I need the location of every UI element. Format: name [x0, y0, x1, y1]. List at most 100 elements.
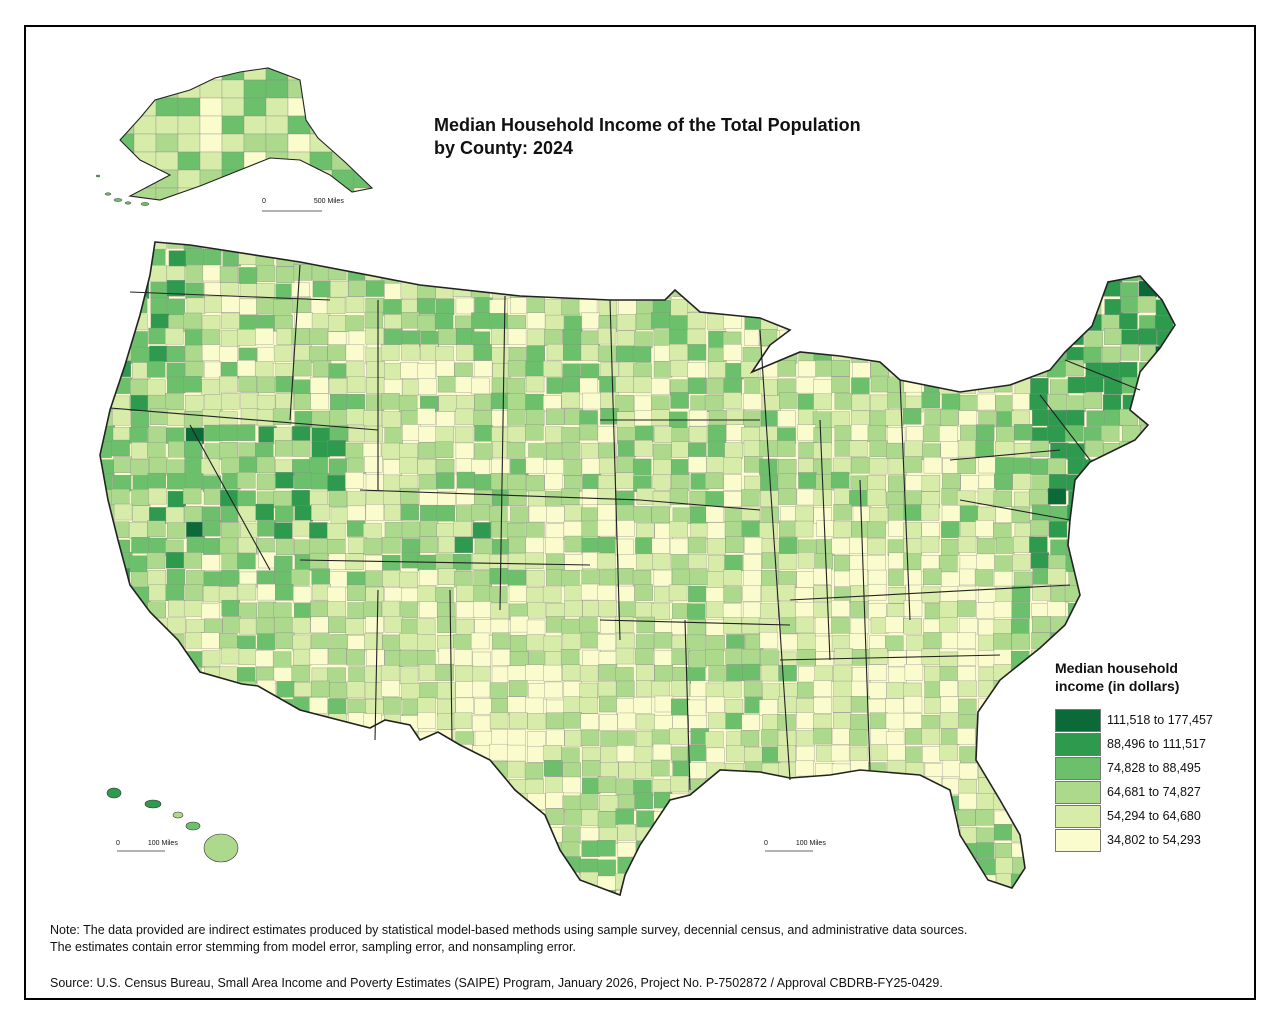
county-cell: [239, 314, 258, 332]
county-cell: [381, 442, 401, 460]
county-cell: [743, 570, 762, 587]
county-cell: [1048, 521, 1068, 538]
county-cell: [490, 842, 510, 859]
county-cell: [995, 699, 1015, 716]
county-cell: [905, 280, 924, 297]
county-cell: [238, 762, 257, 779]
county-cell: [398, 395, 418, 413]
county-cell: [904, 346, 924, 364]
county-cell: [291, 617, 311, 634]
county-cell: [366, 841, 385, 858]
county-cell: [129, 522, 148, 539]
county-cell: [743, 554, 762, 571]
county-cell: [148, 776, 167, 794]
county-cell: [202, 519, 221, 537]
county-cell: [868, 299, 887, 316]
county-cell: [166, 664, 185, 682]
county-cell: [202, 872, 221, 889]
county-cell: [941, 890, 961, 895]
county-cell: [923, 795, 942, 813]
county-cell: [309, 697, 328, 714]
county-cell: [795, 587, 814, 604]
county-cell: [778, 889, 798, 895]
county-cell: [1048, 330, 1068, 347]
county-cell: [777, 745, 796, 762]
county-cell: [742, 585, 762, 602]
county-cell: [525, 280, 544, 297]
county-cell: [1121, 586, 1141, 603]
county-cell: [744, 761, 764, 778]
county-cell: [219, 442, 238, 459]
county-cell: [777, 859, 796, 876]
county-cell: [993, 633, 1012, 650]
state-boundaries: [109, 264, 1141, 791]
county-cell: [796, 811, 815, 828]
county-cell: [960, 424, 979, 442]
county-cell: [707, 827, 726, 844]
county-cell: [525, 840, 545, 857]
county-cell: [100, 242, 114, 251]
county-cell: [995, 857, 1014, 874]
county-cell: [417, 697, 436, 715]
county-cell: [401, 312, 420, 329]
county-cell: [869, 457, 888, 475]
county-cell: [958, 698, 977, 716]
county-cell: [1050, 313, 1069, 331]
county-cell: [777, 473, 797, 490]
county-cell: [203, 792, 222, 810]
county-cell: [165, 506, 185, 524]
county-cell: [507, 808, 526, 825]
county-cell: [185, 248, 204, 265]
county-cell: [364, 666, 383, 683]
legend-title-line-2: income (in dollars): [1055, 678, 1180, 694]
county-cell: [670, 299, 690, 316]
county-cell: [311, 793, 330, 810]
county-cell: [384, 840, 403, 857]
legend-swatch: [1055, 804, 1101, 828]
county-cell: [1137, 471, 1156, 489]
county-cell: [1065, 359, 1084, 377]
county-cell: [1122, 458, 1141, 476]
county-cell: [454, 888, 473, 895]
county-cell: [670, 392, 689, 409]
county-cell: [923, 456, 943, 474]
borough-cell: [155, 79, 179, 99]
county-cell: [597, 584, 616, 602]
county-cell: [887, 242, 906, 249]
county-cell: [1084, 440, 1104, 457]
county-cell: [186, 840, 205, 857]
county-cell: [455, 584, 475, 602]
county-cell: [167, 711, 187, 729]
county-cell: [420, 505, 439, 522]
county-cell: [150, 297, 170, 314]
county-cell: [816, 297, 836, 314]
county-cell: [725, 249, 744, 266]
county-cell: [1176, 617, 1194, 633]
map-title: Median Household Income of the Total Pop…: [434, 114, 861, 160]
county-cell: [309, 456, 328, 474]
county-cell: [256, 473, 276, 491]
county-cell: [758, 329, 778, 346]
county-cell: [148, 327, 167, 345]
county-cell: [255, 503, 274, 521]
county-cell: [813, 795, 832, 813]
county-cell: [276, 823, 295, 841]
county-cell: [1101, 456, 1120, 473]
county-cell: [364, 825, 383, 843]
county-cell: [346, 394, 365, 411]
county-cell: [851, 874, 871, 891]
county-cell: [743, 242, 762, 252]
county-cell: [363, 777, 383, 795]
county-cell: [256, 394, 276, 412]
county-cell: [347, 843, 367, 860]
county-cell: [597, 536, 617, 554]
county-cell: [1030, 519, 1049, 537]
county-cell: [473, 874, 492, 891]
county-cell: [472, 265, 491, 282]
county-cell: [743, 393, 762, 410]
county-cell: [272, 408, 292, 425]
county-cell: [742, 890, 761, 895]
county-cell: [740, 810, 760, 827]
county-cell: [1049, 873, 1068, 891]
county-cell: [1029, 536, 1048, 553]
